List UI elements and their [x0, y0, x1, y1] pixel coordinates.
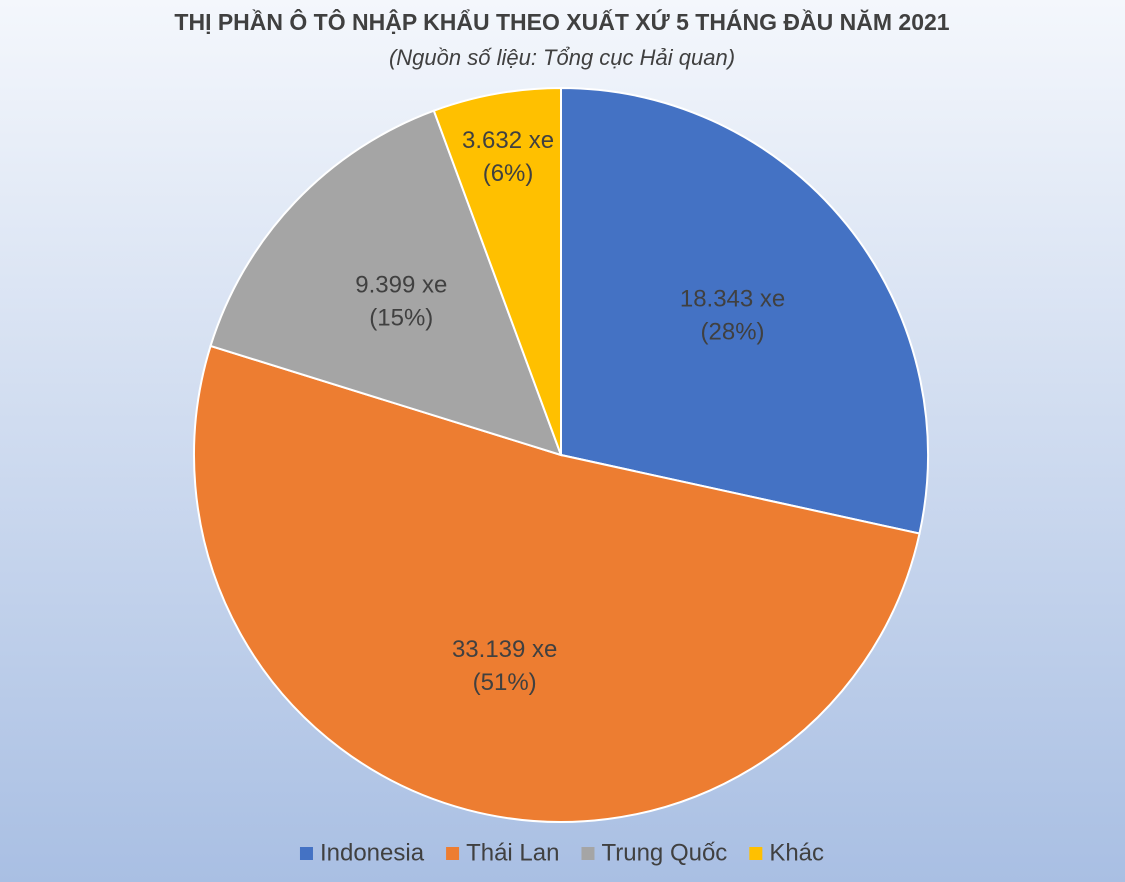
pie-slice	[193, 344, 921, 823]
data-label: 9.399 xe	[355, 272, 447, 299]
legend-label: Khác	[769, 839, 824, 866]
percent-label: (6%)	[483, 160, 534, 187]
legend-label: Thái Lan	[466, 839, 559, 866]
legend-label: Indonesia	[320, 839, 425, 866]
pie-slice	[560, 86, 929, 535]
pie-slice	[432, 86, 562, 456]
legend-swatch	[446, 847, 460, 860]
chart-title: THỊ PHẦN Ô TÔ NHẬP KHẨU THEO XUẤT XỨ 5 T…	[174, 8, 949, 35]
legend: Indonesia Thái Lan Trung Quốc Khác	[299, 839, 824, 866]
legend-swatch	[299, 847, 313, 860]
data-label: 18.343 xe	[680, 285, 785, 312]
data-label: 33.139 xe	[452, 636, 557, 663]
legend-swatch	[749, 847, 763, 860]
chart-subtitle: (Nguồn số liệu: Tổng cục Hải quan)	[389, 45, 735, 70]
percent-label: (28%)	[701, 318, 765, 345]
legend-label: Trung Quốc	[601, 839, 727, 866]
legend-swatch	[581, 847, 595, 860]
percent-label: (51%)	[473, 669, 537, 696]
pie: 18.343 xe (28%) 33.139 xe (51%) 9.399 xe (15%…	[193, 86, 929, 823]
pie-slice	[209, 109, 563, 457]
data-label: 3.632 xe	[462, 127, 554, 154]
percent-label: (15%)	[369, 305, 433, 332]
